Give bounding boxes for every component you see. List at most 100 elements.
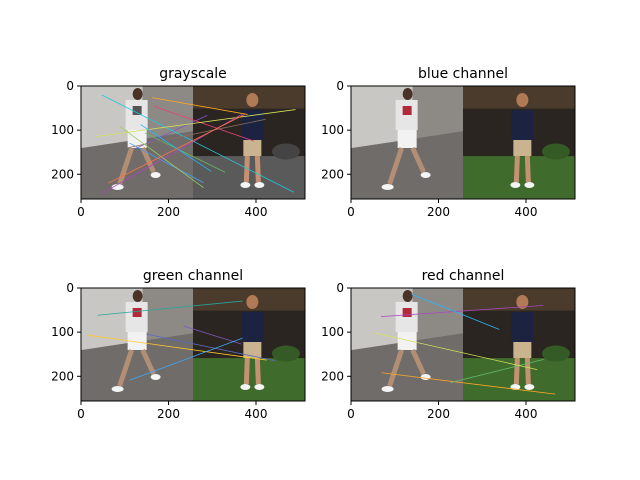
axes-frame (80, 287, 306, 402)
match-line (127, 118, 266, 149)
left-photo-pavement (81, 333, 193, 401)
subplot: green channel 0 200 400 0 100 200 (51, 268, 306, 421)
right-photo-plant (271, 345, 300, 362)
y-tick-label: 200 (321, 369, 344, 383)
right-person-leg (524, 155, 531, 183)
match-line (380, 305, 544, 318)
match-line (146, 333, 275, 362)
subplot: grayscale 0 200 400 0 100 200 (51, 66, 306, 219)
match-line (101, 94, 294, 193)
left-photo-pavement (351, 333, 463, 401)
left-person-shoe (150, 374, 161, 380)
match-line (375, 332, 538, 371)
x-tick-label: 400 (245, 407, 268, 421)
axes-frame (80, 85, 306, 200)
match-line (108, 114, 245, 184)
right-person-leg (243, 155, 250, 183)
x-tick-label: 200 (427, 407, 450, 421)
left-person-leg (410, 348, 426, 376)
left-person-leg (140, 146, 156, 174)
subplot-title: green channel (143, 268, 243, 284)
right-person-shoe (240, 182, 251, 188)
right-person-shirt (511, 110, 534, 140)
match-line (129, 337, 243, 381)
right-photo-plant (541, 345, 570, 362)
right-person-leg (254, 155, 261, 183)
right-person-shirt (241, 110, 264, 140)
left-person-head (132, 290, 143, 302)
right-photo-plant (271, 143, 300, 160)
right-person-shirt (511, 312, 534, 342)
match-line (183, 325, 242, 345)
subplot-title: blue channel (418, 66, 508, 82)
right-person-leg (243, 357, 250, 385)
right-person-head (246, 295, 259, 309)
y-tick-label: 100 (321, 325, 344, 339)
left-photo-pavement (81, 131, 193, 199)
x-tick-label: 0 (77, 205, 85, 219)
x-tick-label: 400 (515, 205, 538, 219)
left-person-leg (387, 147, 405, 185)
y-tick-label: 100 (51, 325, 74, 339)
left-person-leg (410, 146, 426, 174)
match-line (140, 124, 212, 172)
match-line (119, 126, 204, 188)
match-line (144, 132, 226, 173)
image-pair (351, 86, 575, 199)
left-person-leg (117, 147, 135, 185)
match-line (97, 300, 243, 316)
right-person-shoe (254, 384, 265, 390)
left-person-leg (140, 348, 156, 376)
right-person-shoe (240, 384, 251, 390)
left-person-head (132, 88, 143, 100)
right-person-shorts (513, 342, 532, 358)
right-person-leg (513, 357, 520, 385)
right-person-shoe (510, 182, 521, 188)
match-line (88, 334, 267, 361)
right-person-shorts (243, 342, 262, 358)
right-person-shoe (524, 182, 535, 188)
x-tick-label: 0 (77, 407, 85, 421)
left-person-logo (132, 106, 142, 115)
left-person-shoe (381, 386, 394, 392)
left-person-leg (387, 349, 405, 387)
subplot-title: red channel (422, 268, 505, 284)
left-person-shoe (111, 386, 124, 392)
x-tick-label: 200 (157, 407, 180, 421)
right-person-head (516, 93, 529, 107)
right-person-shorts (243, 140, 262, 156)
axes-frame (350, 287, 576, 402)
y-tick-label: 0 (66, 79, 74, 93)
right-person-leg (513, 155, 520, 183)
image-pair (351, 288, 575, 401)
match-line (411, 293, 500, 330)
right-person-shirt (241, 312, 264, 342)
y-tick-label: 0 (336, 79, 344, 93)
x-tick-label: 0 (347, 407, 355, 421)
left-person-shoe (150, 172, 161, 178)
left-person-logo (402, 308, 412, 317)
right-person-shoe (254, 182, 265, 188)
right-photo-plant (541, 143, 570, 160)
y-tick-label: 100 (51, 123, 74, 137)
right-person-leg (254, 357, 261, 385)
left-person-logo (402, 106, 412, 115)
match-line (95, 109, 296, 137)
y-tick-label: 200 (51, 167, 74, 181)
y-tick-label: 0 (336, 281, 344, 295)
image-pair (81, 86, 305, 199)
left-person-shorts (127, 332, 147, 350)
y-tick-label: 100 (321, 123, 344, 137)
left-person-head (402, 88, 413, 100)
left-photo-pavement (351, 131, 463, 199)
right-person-head (516, 295, 529, 309)
x-tick-label: 200 (427, 205, 450, 219)
image-pair (81, 288, 305, 401)
match-line (381, 372, 556, 395)
subplot: blue channel 0 200 400 0 100 200 (321, 66, 576, 219)
left-person-shorts (397, 332, 417, 350)
left-person-shoe (111, 184, 124, 190)
x-tick-label: 400 (245, 205, 268, 219)
x-tick-label: 0 (347, 205, 355, 219)
